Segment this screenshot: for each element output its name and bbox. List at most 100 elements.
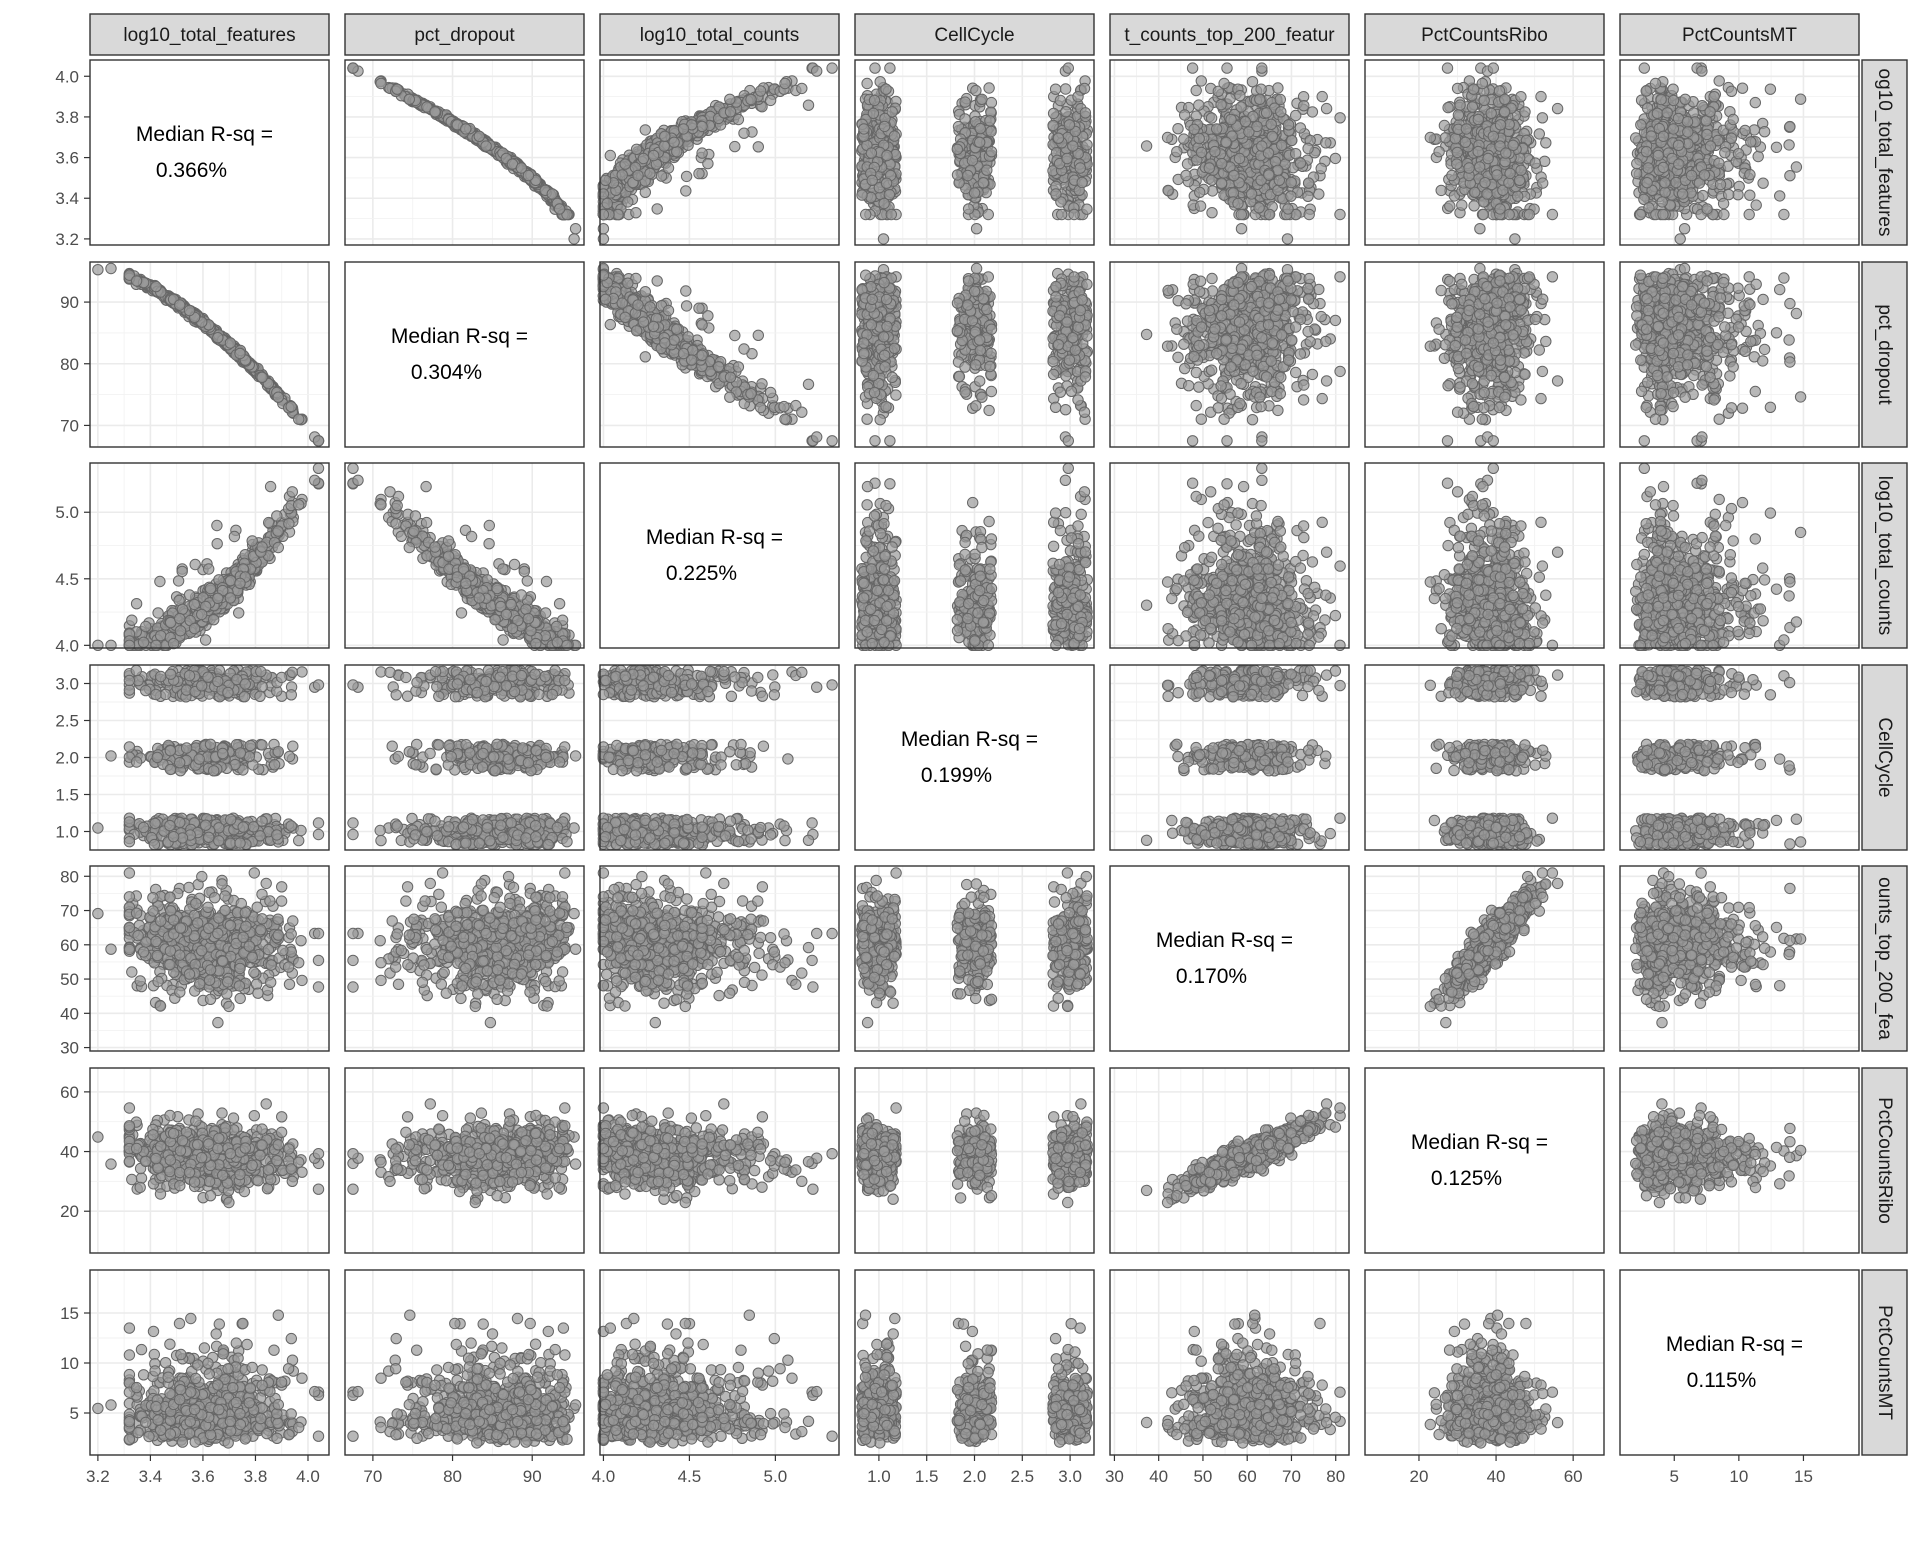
data-point (1082, 140, 1092, 150)
data-point (1068, 141, 1078, 151)
diagonal-panel-frame (90, 60, 329, 245)
data-point (978, 178, 988, 188)
data-point (430, 107, 440, 117)
data-point (882, 150, 892, 160)
data-point (1195, 201, 1205, 211)
data-point (1141, 141, 1151, 151)
data-point (1317, 91, 1327, 101)
data-point (1316, 163, 1326, 173)
data-point (1057, 209, 1067, 219)
data-point (1082, 204, 1092, 214)
data-point (879, 198, 889, 208)
data-point (881, 84, 891, 94)
data-point (975, 123, 985, 133)
data-point (681, 171, 691, 181)
data-point (977, 94, 987, 104)
data-point (660, 131, 670, 141)
data-point (878, 234, 888, 244)
data-point (986, 147, 996, 157)
data-point (1254, 203, 1264, 213)
data-point (733, 114, 743, 124)
data-point (659, 141, 669, 151)
data-point (1222, 63, 1232, 73)
data-point (859, 124, 869, 134)
data-point (600, 175, 610, 185)
data-point (960, 114, 970, 124)
data-point (672, 147, 682, 157)
panel-r1-c1: Median R-sq =0.366% (90, 60, 329, 245)
data-point (1051, 189, 1061, 199)
data-point (569, 234, 579, 244)
data-point (638, 153, 648, 163)
data-point (623, 197, 633, 207)
data-point (866, 148, 876, 158)
data-point (620, 159, 630, 169)
data-point (1173, 124, 1183, 134)
data-point (1291, 110, 1301, 120)
data-point (1080, 108, 1090, 118)
data-point (889, 131, 899, 141)
data-point (640, 125, 650, 135)
data-point (982, 165, 992, 175)
data-point (986, 97, 996, 107)
data-point (746, 94, 756, 104)
data-point (1053, 133, 1063, 143)
data-point (645, 168, 655, 178)
data-point (648, 150, 658, 160)
data-point (1075, 163, 1085, 173)
data-point (1321, 103, 1331, 113)
data-point (605, 150, 615, 160)
data-point (697, 148, 707, 158)
data-point (857, 190, 867, 200)
data-point (1335, 113, 1345, 123)
data-point (1050, 84, 1060, 94)
data-point (755, 86, 765, 96)
data-point (1061, 107, 1071, 117)
data-point (1191, 85, 1201, 95)
data-point (1207, 208, 1217, 218)
data-point (602, 198, 612, 208)
data-point (1273, 83, 1283, 93)
data-point (1257, 63, 1267, 73)
data-point (986, 126, 996, 136)
data-point (725, 107, 735, 117)
data-point (780, 78, 790, 88)
data-point (730, 141, 740, 151)
data-point (481, 141, 491, 151)
data-point (971, 224, 981, 234)
data-point (631, 144, 641, 154)
data-point (1282, 234, 1292, 244)
data-point (861, 209, 871, 219)
data-point (631, 208, 641, 218)
data-point (1069, 209, 1079, 219)
data-point (1055, 95, 1065, 105)
data-point (952, 170, 962, 180)
data-point (681, 186, 691, 196)
data-point (739, 128, 749, 138)
data-point (887, 107, 897, 117)
data-point (652, 204, 662, 214)
data-point (827, 63, 837, 73)
data-point (983, 209, 993, 219)
data-point (797, 83, 807, 93)
data-point (952, 144, 962, 154)
data-point (697, 121, 707, 131)
data-point (1060, 84, 1070, 94)
panel-r1-c3 (598, 60, 839, 245)
data-point (554, 204, 564, 214)
data-point (694, 168, 704, 178)
data-point (963, 170, 973, 180)
data-point (960, 97, 970, 107)
data-point (1206, 113, 1216, 123)
data-point (862, 78, 872, 88)
data-point (703, 158, 713, 168)
data-point (669, 137, 679, 147)
panel-r1-c2 (345, 60, 584, 245)
panel-r1-c5 (1110, 60, 1349, 245)
data-point (879, 121, 889, 131)
data-point (663, 163, 673, 173)
data-point (516, 163, 526, 173)
data-point (547, 189, 557, 199)
